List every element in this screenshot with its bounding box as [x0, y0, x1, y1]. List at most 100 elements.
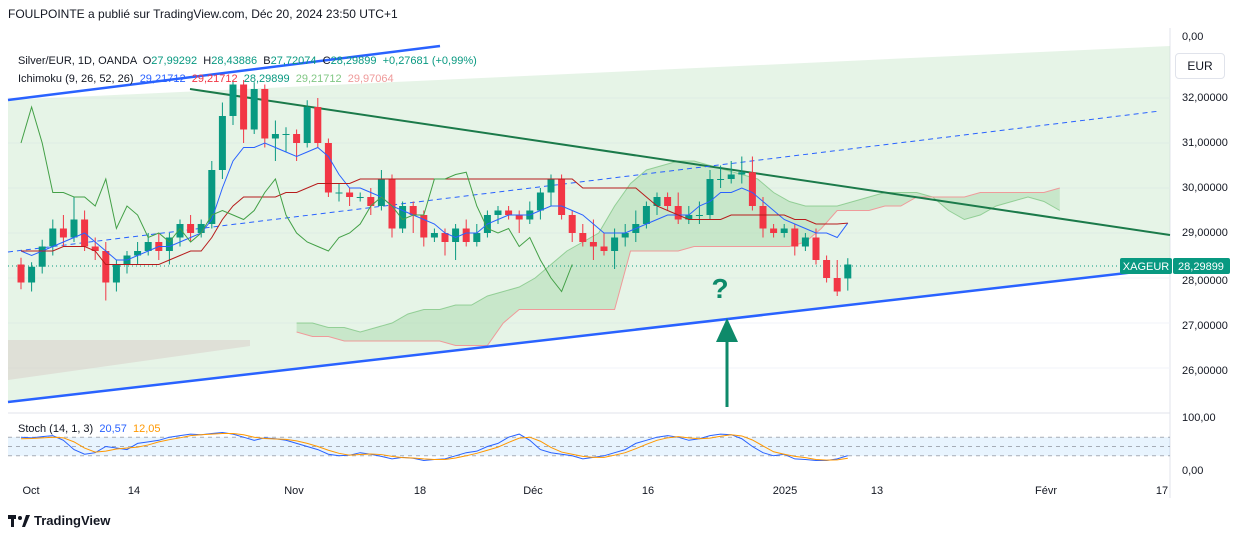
symbol-label: Silver/EUR, 1D, OANDA — [18, 55, 137, 67]
candle-body — [515, 215, 523, 220]
high-value: 28,43886 — [211, 55, 258, 67]
price-tag-value-bg — [1173, 258, 1230, 274]
candle-body — [197, 224, 205, 233]
candle-body — [791, 228, 799, 247]
candle-body — [664, 197, 672, 206]
candle-body — [611, 237, 619, 251]
trend-lines — [7, 44, 1171, 404]
candle-body — [642, 206, 650, 224]
candle-body — [250, 89, 258, 130]
low-label: B — [263, 55, 271, 67]
candle-body — [91, 246, 99, 251]
candle-body — [102, 251, 110, 283]
candle-body — [187, 224, 195, 233]
candle-body — [229, 84, 237, 116]
candle-body — [695, 215, 703, 216]
candle-body — [420, 215, 428, 238]
cloud-band — [296, 161, 1060, 346]
candle-body — [59, 228, 67, 238]
candle-body — [844, 264, 852, 279]
x-tick-label: Févr — [1035, 485, 1057, 497]
x-tick-label: 14 — [128, 485, 140, 497]
candle-body — [208, 170, 216, 224]
lower-trendline — [7, 266, 1171, 404]
candle-body — [801, 237, 809, 247]
candle-body — [473, 233, 481, 242]
candle-body — [748, 172, 756, 206]
high-label: H — [203, 55, 212, 67]
candle-body — [218, 116, 226, 170]
y-tick-label: 32,00000 — [1182, 92, 1228, 104]
y-tick-label: 0,00 — [1182, 31, 1203, 43]
candle-body — [430, 233, 438, 238]
change-value: +0,27681 (+0,99%) — [382, 55, 477, 67]
span-a-value: 29,21712 — [295, 73, 342, 85]
candle-body — [70, 219, 78, 238]
grid-lines — [8, 28, 1171, 498]
x-tick-label: Oct — [22, 485, 39, 497]
early-cloud — [8, 340, 250, 380]
candle-body — [780, 228, 788, 233]
candle-body — [335, 192, 343, 194]
candle-body — [367, 197, 375, 206]
y-tick-label: 29,00000 — [1182, 227, 1228, 239]
candle-body — [547, 179, 555, 193]
tenkan-value: 29,21712 — [139, 73, 186, 85]
candle-body — [738, 172, 746, 175]
candle-body — [558, 179, 566, 215]
candle-body — [685, 215, 693, 220]
chikou-value: 28,29899 — [243, 73, 290, 85]
candle-body — [812, 237, 820, 260]
candle-body — [134, 251, 142, 256]
candle-body — [621, 233, 629, 238]
close-label: C — [322, 55, 331, 67]
candle-body — [165, 237, 173, 251]
x-tick-label: Nov — [284, 485, 304, 497]
candle-body — [770, 228, 778, 233]
candle-body — [388, 179, 396, 229]
ichimoku-label: Ichimoku (9, 26, 52, 26) — [18, 73, 134, 85]
axes: 0,00 32,00000 31,00000 30,00000 29,00000 28,0… — [22, 31, 1227, 497]
candle-body — [505, 210, 513, 215]
upper-trendline — [7, 44, 441, 102]
candle-body — [409, 206, 417, 215]
candle-body — [833, 278, 841, 292]
currency-button[interactable]: EUR — [1175, 53, 1225, 79]
close-value: 28,29899 — [330, 55, 377, 67]
x-tick-label: 18 — [414, 485, 426, 497]
price-tag-symbol: XAGEUR — [1123, 261, 1170, 273]
candle-body — [462, 228, 470, 242]
candle-body — [346, 192, 354, 197]
candle-body — [759, 206, 767, 229]
candle-body — [324, 143, 332, 193]
candle-body — [452, 228, 460, 242]
price-tag-value: 28,29899 — [1178, 261, 1224, 273]
publisher-line: FOULPOINTE a publié sur TradingView.com,… — [8, 7, 398, 21]
candle-body — [441, 233, 449, 242]
candle-body — [727, 174, 735, 179]
footer: TradingView — [8, 513, 110, 528]
candle-body — [494, 210, 502, 215]
candle-body — [377, 179, 385, 206]
candle-body — [314, 107, 322, 143]
stoch-k-value: 20,57 — [99, 423, 127, 435]
candle-body — [399, 206, 407, 229]
low-value: 27,72074 — [270, 55, 317, 67]
candle-body — [28, 266, 36, 283]
stoch-d-line — [20, 432, 848, 461]
candle-body — [717, 179, 725, 180]
y-tick-label: 31,00000 — [1182, 137, 1228, 149]
price-tag-symbol-bg — [1120, 258, 1172, 274]
up-arrow-head — [716, 318, 738, 342]
kijun-value: 29,21712 — [191, 73, 238, 85]
x-tick-label: 13 — [871, 485, 883, 497]
open-label: O — [142, 55, 152, 67]
y-tick-label: 26,00000 — [1182, 365, 1228, 377]
ichimoku-legend: Ichimoku (9, 26, 52, 26) 29,21712 29,217… — [18, 73, 394, 85]
candle-body — [303, 107, 311, 143]
descending-trendline — [189, 88, 1171, 236]
candle-body — [600, 246, 608, 251]
tradingview-logo-icon — [8, 514, 30, 527]
candle-body — [356, 197, 364, 198]
